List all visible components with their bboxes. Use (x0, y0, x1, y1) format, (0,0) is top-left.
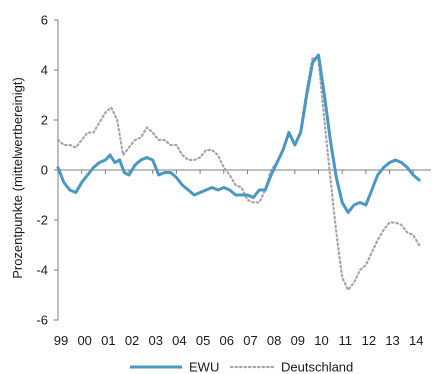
x-tick-label: 14 (409, 333, 423, 348)
y-tick-label: -6 (36, 313, 48, 328)
series-line-deutschland (56, 56, 421, 292)
x-tick-label: 06 (220, 333, 234, 348)
x-tick-label: 00 (77, 333, 91, 348)
y-tick-label: 4 (41, 63, 48, 78)
legend: EWU Deutschland (130, 360, 353, 374)
series-layer (56, 53, 421, 292)
x-tick-label: 10 (314, 333, 328, 348)
y-tick-label: 2 (41, 113, 48, 128)
x-tick-label: 11 (338, 333, 352, 348)
x-axis: 99 00 01 02 03 04 05 06 07 08 09 10 11 12 13 14 (54, 169, 431, 348)
y-tick-label: -4 (36, 263, 48, 278)
x-tick-label: 08 (267, 333, 281, 348)
x-tick-label: 07 (243, 333, 257, 348)
x-tick-label: 09 (291, 333, 305, 348)
x-tick-label: 12 (362, 333, 376, 348)
y-axis: -6 -4 -2 0 2 4 6 (36, 13, 59, 328)
y-tick-label: 0 (41, 163, 48, 178)
x-tick-label: 03 (148, 333, 162, 348)
y-axis-title: Prozentpunkte (mittelwertbereinigt) (10, 77, 25, 279)
x-tick-label: 05 (196, 333, 210, 348)
y-tick-label: 6 (41, 13, 48, 28)
x-tick-label: 01 (101, 333, 115, 348)
y-tick-label: -2 (36, 213, 48, 228)
x-tick-label: 99 (54, 333, 68, 348)
x-tick-label: 13 (385, 333, 399, 348)
legend-label: Deutschland (281, 360, 353, 374)
x-tick-label: 02 (125, 333, 139, 348)
legend-label: EWU (189, 360, 219, 374)
x-tick-label: 04 (172, 333, 186, 348)
series-line-ewu (56, 53, 421, 214)
